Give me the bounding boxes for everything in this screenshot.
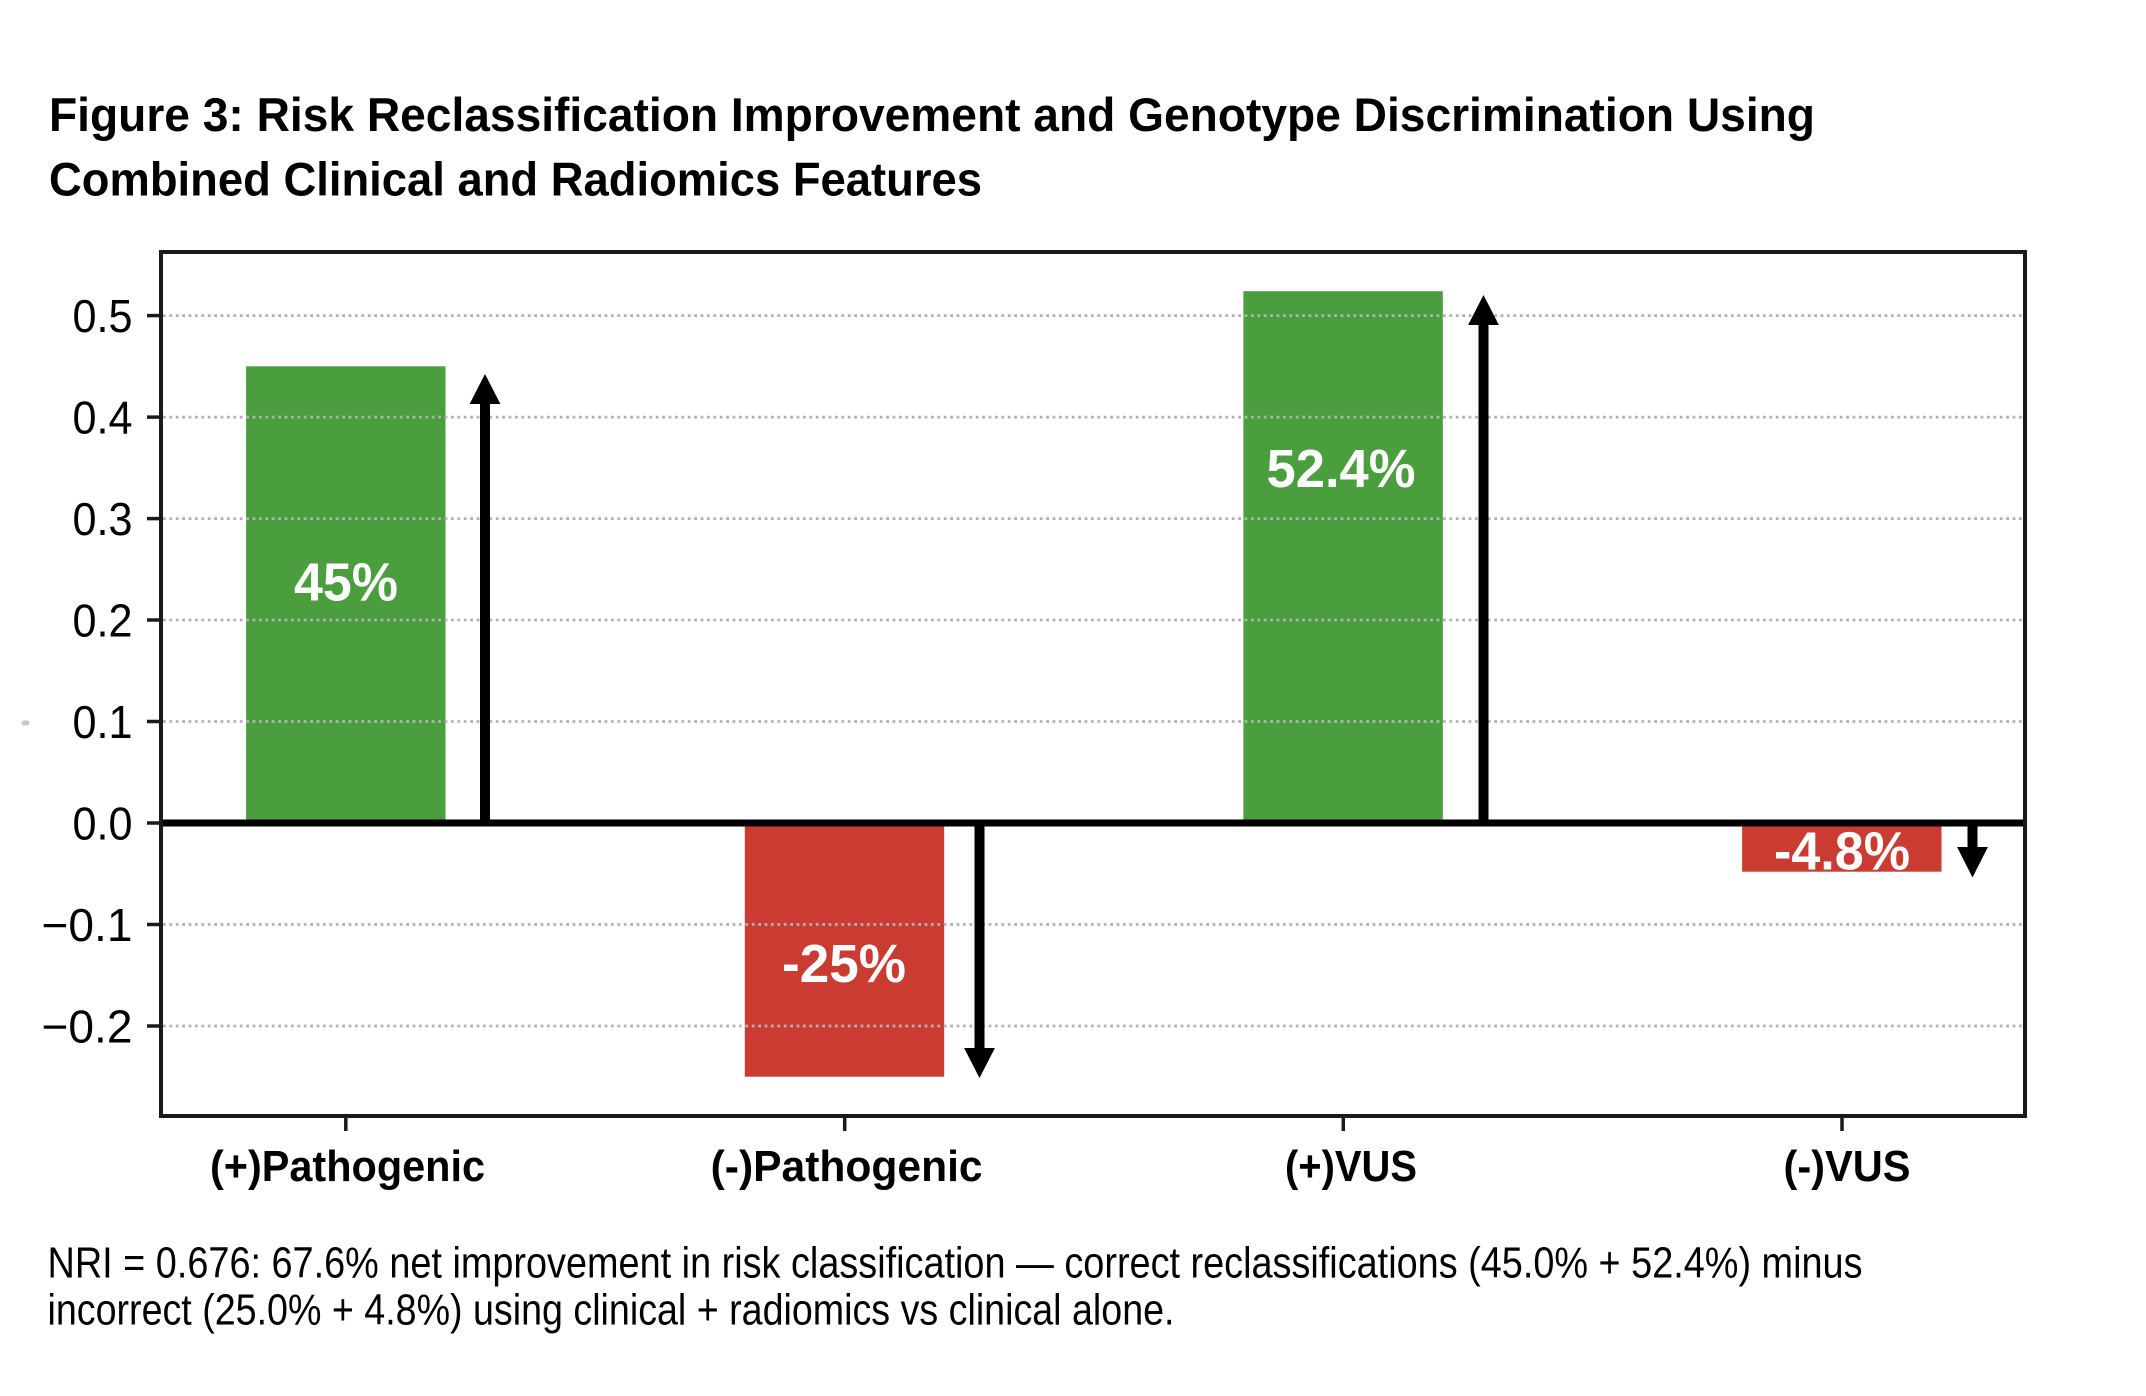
svg-text:Combined Clinical and Radiomic: Combined Clinical and Radiomics Features bbox=[49, 153, 982, 206]
svg-text:0.2: 0.2 bbox=[73, 595, 133, 647]
svg-text:(-)Pathogenic: (-)Pathogenic bbox=[711, 1142, 983, 1191]
svg-text:-4.8%: -4.8% bbox=[1774, 821, 1910, 881]
svg-text:45%: 45% bbox=[294, 552, 398, 612]
svg-text:0.0: 0.0 bbox=[73, 798, 133, 850]
svg-text:(-)VUS: (-)VUS bbox=[1784, 1142, 1911, 1191]
svg-text:-25%: -25% bbox=[782, 934, 906, 994]
svg-text:−0.2: −0.2 bbox=[42, 1001, 133, 1053]
svg-text:0.5: 0.5 bbox=[73, 290, 133, 342]
svg-text:52.4%: 52.4% bbox=[1267, 439, 1416, 499]
svg-text:NRI = 0.676: 67.6% net improve: NRI = 0.676: 67.6% net improvement in ri… bbox=[48, 1239, 1863, 1288]
svg-text:Figure 3: Risk Reclassificatio: Figure 3: Risk Reclassification Improvem… bbox=[49, 88, 1815, 141]
svg-text:0.1: 0.1 bbox=[73, 696, 133, 748]
svg-text:(+)Pathogenic: (+)Pathogenic bbox=[210, 1142, 485, 1191]
svg-text:0.4: 0.4 bbox=[73, 392, 133, 444]
svg-text:−0.1: −0.1 bbox=[42, 899, 133, 951]
svg-text:0.3: 0.3 bbox=[73, 493, 133, 545]
svg-text:(+)VUS: (+)VUS bbox=[1285, 1142, 1417, 1191]
svg-text:incorrect (25.0% + 4.8%) using: incorrect (25.0% + 4.8%) using clinical … bbox=[48, 1286, 1175, 1335]
